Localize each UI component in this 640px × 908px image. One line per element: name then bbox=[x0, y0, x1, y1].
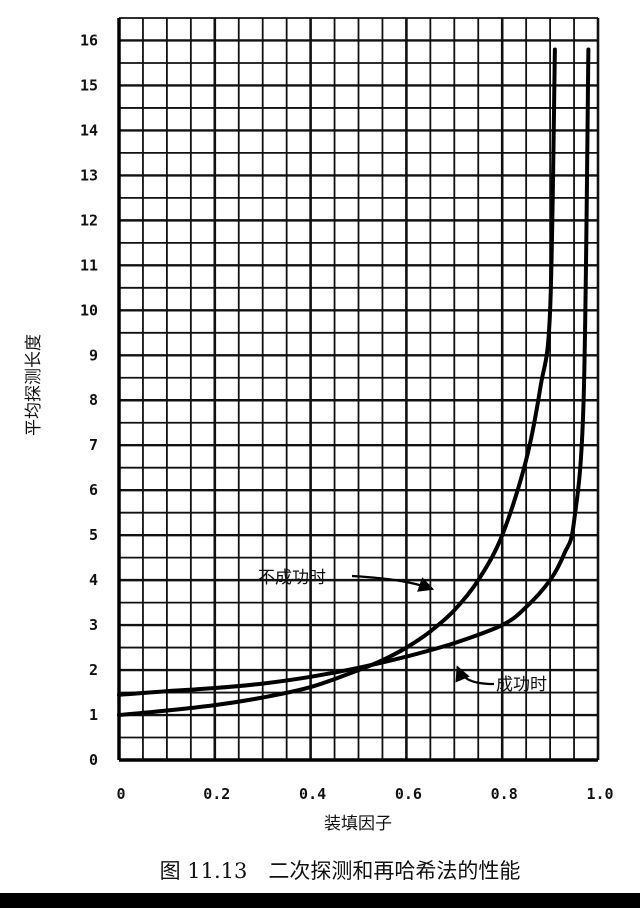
x-tick-label: 0.4 bbox=[299, 785, 326, 803]
y-tick-label: 0 bbox=[89, 751, 98, 769]
annotation-arrow bbox=[351, 574, 435, 592]
y-tick-label: 8 bbox=[89, 391, 98, 409]
y-tick-label: 12 bbox=[80, 211, 98, 229]
y-tick-label: 6 bbox=[89, 481, 98, 499]
x-axis-title: 装填因子 bbox=[324, 814, 392, 834]
y-tick-label: 1 bbox=[89, 706, 98, 724]
y-axis-title: 平均探测长度 bbox=[24, 334, 44, 436]
unsuccessful-curve bbox=[117, 47, 557, 717]
y-tick-label: 5 bbox=[89, 526, 98, 544]
y-tick-label: 14 bbox=[80, 121, 98, 139]
y-tick-label: 15 bbox=[80, 76, 98, 94]
x-tick-label: 0.8 bbox=[491, 785, 518, 803]
y-tick-label: 4 bbox=[89, 571, 98, 589]
grid bbox=[117, 17, 600, 762]
successful-curve bbox=[117, 47, 591, 697]
x-tick-label: 0 bbox=[116, 785, 125, 803]
bottom-border bbox=[0, 893, 640, 908]
y-tick-label: 7 bbox=[89, 436, 98, 454]
y-tick-label: 10 bbox=[80, 301, 98, 319]
y-tick-label: 16 bbox=[80, 31, 98, 49]
curves bbox=[117, 47, 591, 717]
x-tick-label: 0.6 bbox=[395, 785, 422, 803]
y-tick-label: 13 bbox=[80, 166, 98, 184]
y-tick-label: 3 bbox=[89, 616, 98, 634]
annotation-arrow bbox=[455, 665, 495, 686]
x-tick-label: 1.0 bbox=[586, 785, 613, 803]
figure-caption: 图 11.13 二次探测和再哈希法的性能 bbox=[160, 859, 521, 883]
annotation-unsuccessful: 不成功时 bbox=[258, 568, 326, 588]
x-tick-label: 0.2 bbox=[203, 785, 230, 803]
y-tick-label: 9 bbox=[89, 346, 98, 364]
y-tick-label: 2 bbox=[89, 661, 98, 679]
y-tick-label: 11 bbox=[80, 256, 98, 274]
annotation-successful: 成功时 bbox=[496, 675, 547, 695]
